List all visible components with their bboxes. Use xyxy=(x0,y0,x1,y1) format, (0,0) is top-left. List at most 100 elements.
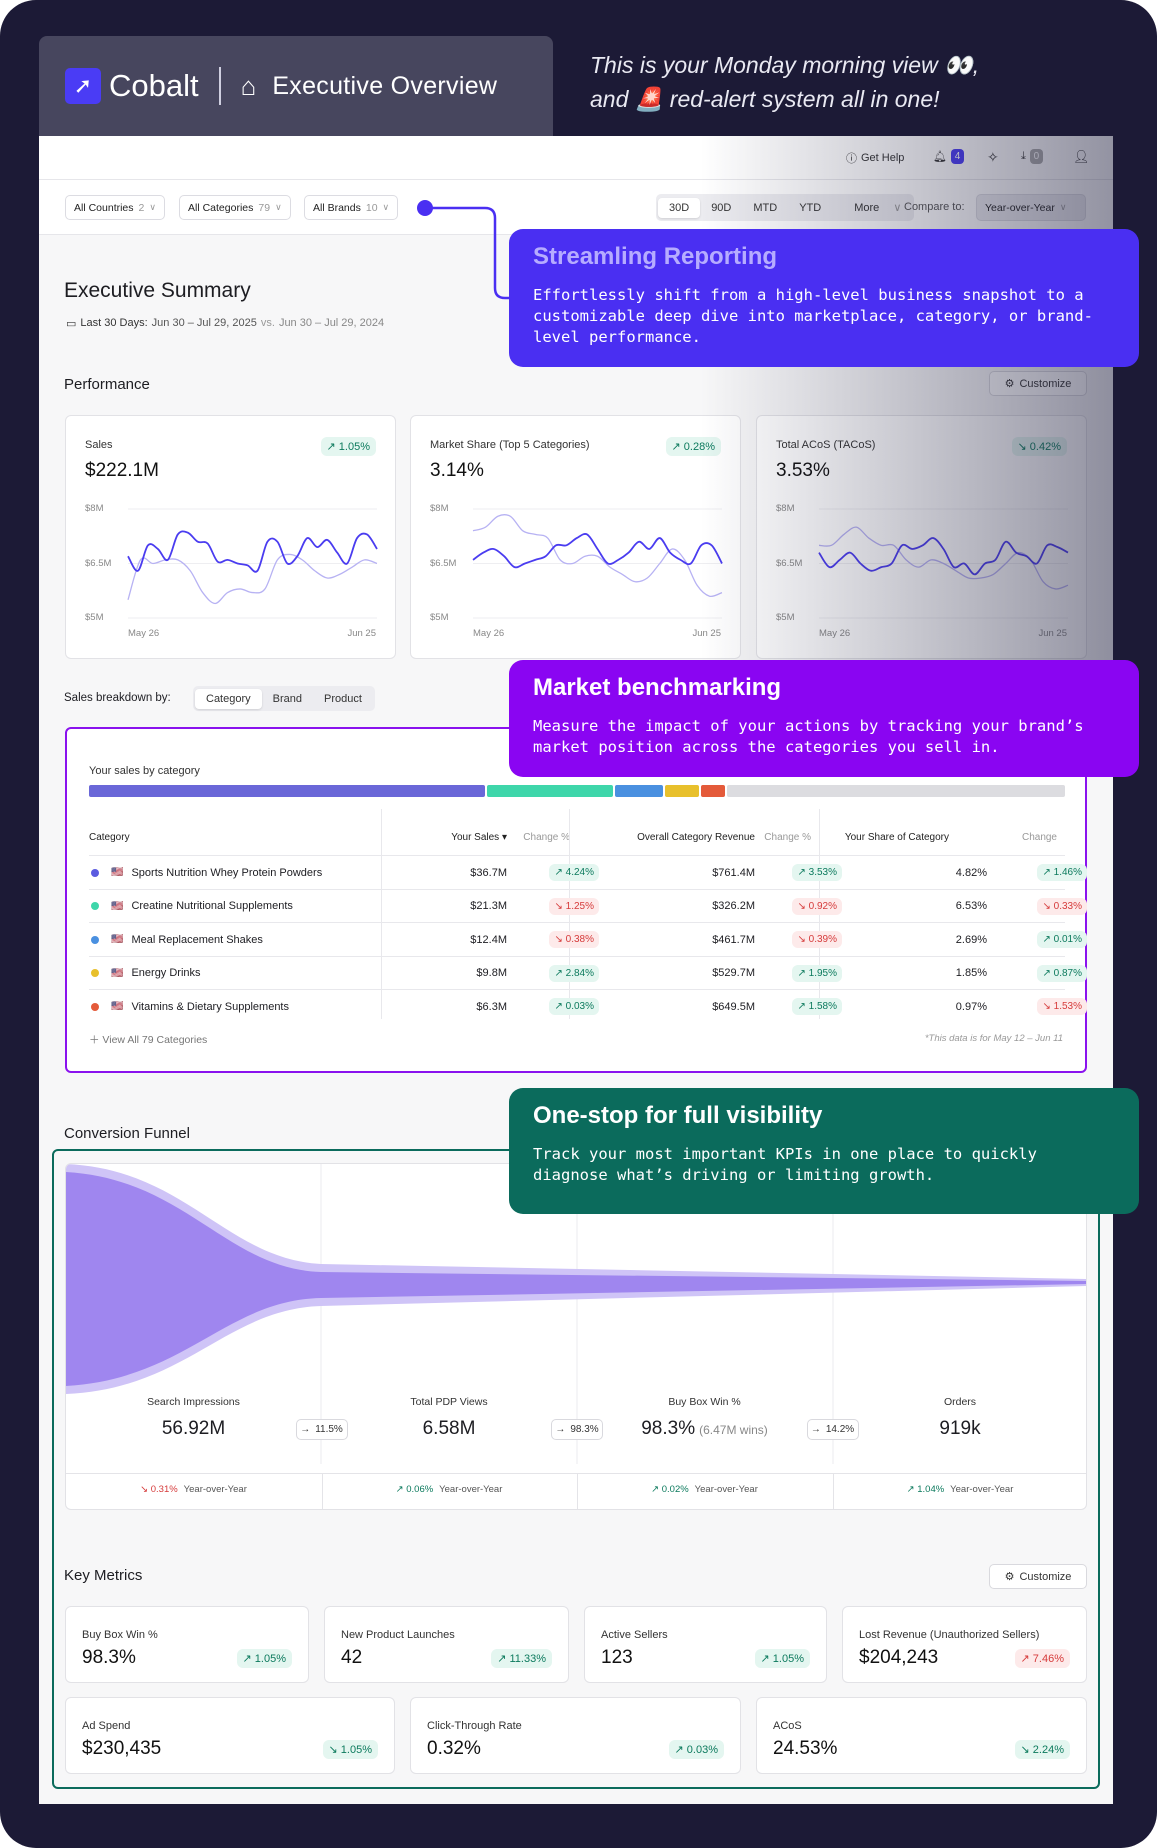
x-tick-label: May 26 xyxy=(128,628,160,639)
value-cell: $461.7M xyxy=(712,933,755,946)
table-row[interactable]: 🇺🇸 Meal Replacement Shakes $12.4M ↘ 0.38% $4… xyxy=(89,922,1087,956)
category-name: Meal Replacement Shakes xyxy=(131,933,263,946)
yoy-label: Year-over-Year xyxy=(694,1484,758,1495)
sparkle-icon[interactable]: ✧ xyxy=(987,149,999,165)
stage-label: Search Impressions xyxy=(147,1396,240,1408)
col-label: Your Sales xyxy=(451,832,500,843)
category-share-bar xyxy=(89,785,1065,797)
arrow-right-icon: → xyxy=(810,1424,821,1435)
countries-filter[interactable]: All Countries 2 ∨ xyxy=(65,195,165,220)
table-row[interactable]: 🇺🇸 Sports Nutrition Whey Protein Powders $… xyxy=(89,855,1087,889)
stage-yoy: ↗ 0.02% Year-over-Year xyxy=(577,1484,832,1495)
categories-filter[interactable]: All Categories 79 ∨ xyxy=(179,195,291,220)
tab-category[interactable]: Category xyxy=(195,688,262,709)
divider xyxy=(381,809,382,1019)
metric-value: 98.3% xyxy=(82,1647,136,1668)
series-current xyxy=(818,537,1069,576)
metric-value: 24.53% xyxy=(773,1738,838,1759)
home-icon[interactable]: ⌂ xyxy=(240,70,257,101)
key-metrics-customize-button[interactable]: ⚙ Customize xyxy=(989,1564,1087,1589)
col-change[interactable]: Change % xyxy=(523,832,570,843)
stage-value: 56.92M xyxy=(161,1418,226,1439)
us-flag-icon: 🇺🇸 xyxy=(111,967,124,979)
tab-brand[interactable]: Brand xyxy=(272,692,302,705)
us-flag-icon: 🇺🇸 xyxy=(111,867,124,878)
yoy-label: Year-over-Year xyxy=(439,1484,503,1495)
period-more[interactable]: More ∨ xyxy=(832,197,912,218)
y-tick-label: $8M xyxy=(85,503,104,514)
metric-label: Lost Revenue (Unauthorized Sellers) xyxy=(859,1629,1040,1641)
stage-value-wrap: 56.92M xyxy=(66,1418,321,1440)
divider xyxy=(321,1474,323,1509)
y-tick-label: $8M xyxy=(776,503,795,514)
brands-filter[interactable]: All Brands 10 ∨ xyxy=(304,195,399,220)
change-badge: ↘ 0.39% xyxy=(792,923,842,956)
filter-label: All Categories xyxy=(188,201,254,214)
metric-label: Click-Through Rate xyxy=(427,1720,522,1732)
yoy-change: ↗ 1.04% xyxy=(907,1484,945,1495)
divider xyxy=(66,1473,1086,1474)
col-change[interactable]: Change % xyxy=(764,832,811,843)
arrow-down-right-icon: ↘ xyxy=(554,900,566,912)
value-cell: $12.4M xyxy=(470,933,507,946)
value-cell: 2.69% xyxy=(955,933,987,946)
category-color-dot xyxy=(91,935,99,944)
arrow-up-right-icon: ↗ xyxy=(554,967,566,979)
change-value: 7.46% xyxy=(1032,1653,1064,1665)
value-cell: 0.97% xyxy=(955,1000,987,1013)
change-pill: ↗ 1.58% xyxy=(792,998,842,1015)
paper-plane-icon: ➚ xyxy=(65,68,101,104)
kpi-card: Total ACoS (TACoS) 3.53% ↘ 0.42% $8M $6.5M $5… xyxy=(756,415,1087,659)
arrow-up-right-icon: ↗ xyxy=(1042,867,1054,878)
conversion-rate-badge: → 98.3% xyxy=(551,1419,603,1440)
col-category[interactable]: Category xyxy=(89,832,130,843)
col-change[interactable]: Change xyxy=(1021,832,1057,843)
change-pill: ↗ 0.01% xyxy=(1037,931,1087,948)
col-share[interactable]: Your Share of Category xyxy=(844,832,949,843)
share-segment xyxy=(726,785,1065,797)
x-tick-label: Jun 25 xyxy=(347,628,376,639)
filter-bar: All Countries 2 ∨ All Categories 79 ∨ All Br… xyxy=(39,180,1113,235)
y-tick-label: $8M xyxy=(430,503,449,514)
table-header: Category Your Sales ▾ Change % Overall C… xyxy=(89,809,1065,855)
downloads-button[interactable]: ⤓ 0 xyxy=(1021,149,1043,164)
tab-product[interactable]: Product xyxy=(324,692,362,705)
col-your-sales[interactable]: Your Sales ▾ xyxy=(451,832,507,843)
arrow-up-right-icon: ↗ xyxy=(651,1484,662,1495)
arrow-down-right-icon: ↘ xyxy=(797,934,809,945)
x-tick-label: May 26 xyxy=(473,628,505,639)
get-help-button[interactable]: ⓘ Get Help xyxy=(846,150,904,166)
table-row[interactable]: 🇺🇸 Energy Drinks $9.8M ↗ 2.84% $529.7M ↗ 1.95… xyxy=(89,955,1087,989)
change-badge: ↗ 3.53% xyxy=(792,856,842,889)
table-row[interactable]: 🇺🇸 Creatine Nutritional Supplements $21.3M… xyxy=(89,888,1087,922)
change-value: 2.84% xyxy=(565,967,594,979)
change-pill: ↗ 3.53% xyxy=(792,864,842,881)
compare-dropdown[interactable]: Year-over-Year ∨ xyxy=(976,194,1086,221)
period-30d[interactable]: 30D xyxy=(658,197,701,218)
change-pill: ↗ 1.46% xyxy=(1037,864,1087,881)
user-icon[interactable]: 👤︎ xyxy=(1073,149,1090,164)
callout-market-benchmarking: Market benchmarking Measure the impact o… xyxy=(509,660,1139,777)
period-mtd[interactable]: MTD xyxy=(753,201,778,214)
kpi-card: Sales $222.1M ↗ 1.05% $8M $6.5M $5M May 26 Jun … xyxy=(65,415,396,659)
view-all-link[interactable]: ＋ View All 79 Categories xyxy=(89,1032,207,1047)
table-row[interactable]: 🇺🇸 Vitamins & Dietary Supplements $6.3M ↗ 0… xyxy=(89,989,1087,1022)
arrow-down-right-icon: ↘ xyxy=(140,1484,151,1495)
gear-icon: ⚙ xyxy=(1004,1571,1015,1583)
notifications-button[interactable]: 🔔︎ 4 xyxy=(933,149,964,164)
change-value: 0.03% xyxy=(686,1744,718,1756)
period-90d[interactable]: 90D xyxy=(711,201,732,214)
breakdown-label: Sales breakdown by: xyxy=(64,692,171,704)
arrow-up-right-icon: ↗ xyxy=(554,1001,566,1012)
change-badge: ↘ 1.53% xyxy=(1037,990,1087,1023)
metric-change-badge: ↗ 11.33% xyxy=(491,1649,552,1668)
arrow-up-right-icon: ↗ xyxy=(1042,934,1054,945)
callout-full-visibility: One-stop for full visibility Track your … xyxy=(509,1088,1139,1214)
arrow-right-icon: → xyxy=(555,1424,566,1435)
kpi-title: Sales xyxy=(85,439,113,451)
y-tick-label: $6.5M xyxy=(776,557,803,569)
funnel-band-inner xyxy=(66,1172,1086,1386)
customize-button[interactable]: ⚙ Customize xyxy=(989,371,1087,396)
period-ytd[interactable]: YTD xyxy=(799,201,822,214)
col-overall-revenue[interactable]: Overall Category Revenue xyxy=(637,832,755,843)
